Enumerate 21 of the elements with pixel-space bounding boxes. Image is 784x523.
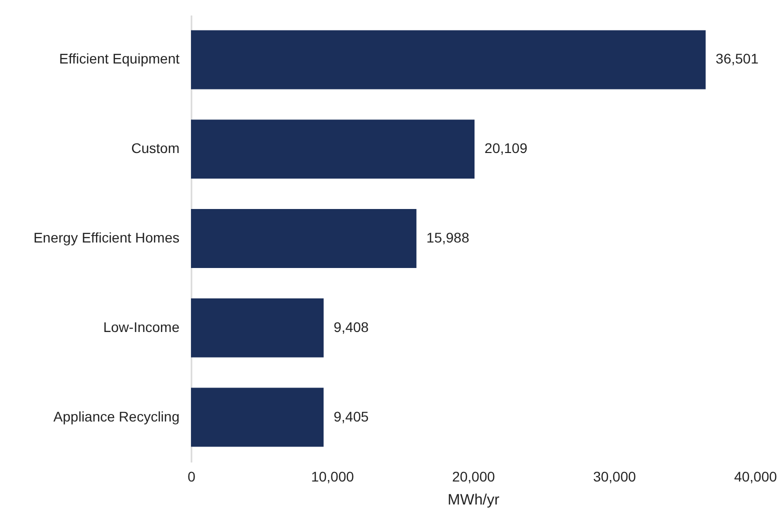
x-tick-label: 30,000 <box>593 468 636 484</box>
data-label: 9,408 <box>334 318 369 335</box>
bar <box>191 298 324 358</box>
x-axis-title: MWh/yr <box>448 492 500 508</box>
y-tick-label: Custom <box>131 140 180 156</box>
y-tick-label: Low-Income <box>103 318 180 335</box>
bar <box>191 388 324 447</box>
x-tick-label: 20,000 <box>452 468 496 484</box>
data-label: 9,405 <box>334 408 369 424</box>
y-tick-label: Energy Efficient Homes <box>33 230 180 246</box>
y-tick-label: Appliance Recycling <box>53 408 180 424</box>
y-tick-label: Efficient Equipment <box>59 50 180 67</box>
bar <box>191 30 706 90</box>
data-label: 36,501 <box>716 50 759 67</box>
data-label: 20,109 <box>484 140 528 156</box>
x-tick-label: 0 <box>188 468 196 484</box>
x-tick-label: 10,000 <box>311 468 354 484</box>
data-label: 15,988 <box>426 230 470 246</box>
x-tick-label: 40,000 <box>734 468 778 484</box>
bar <box>191 120 475 179</box>
bar <box>191 209 416 268</box>
